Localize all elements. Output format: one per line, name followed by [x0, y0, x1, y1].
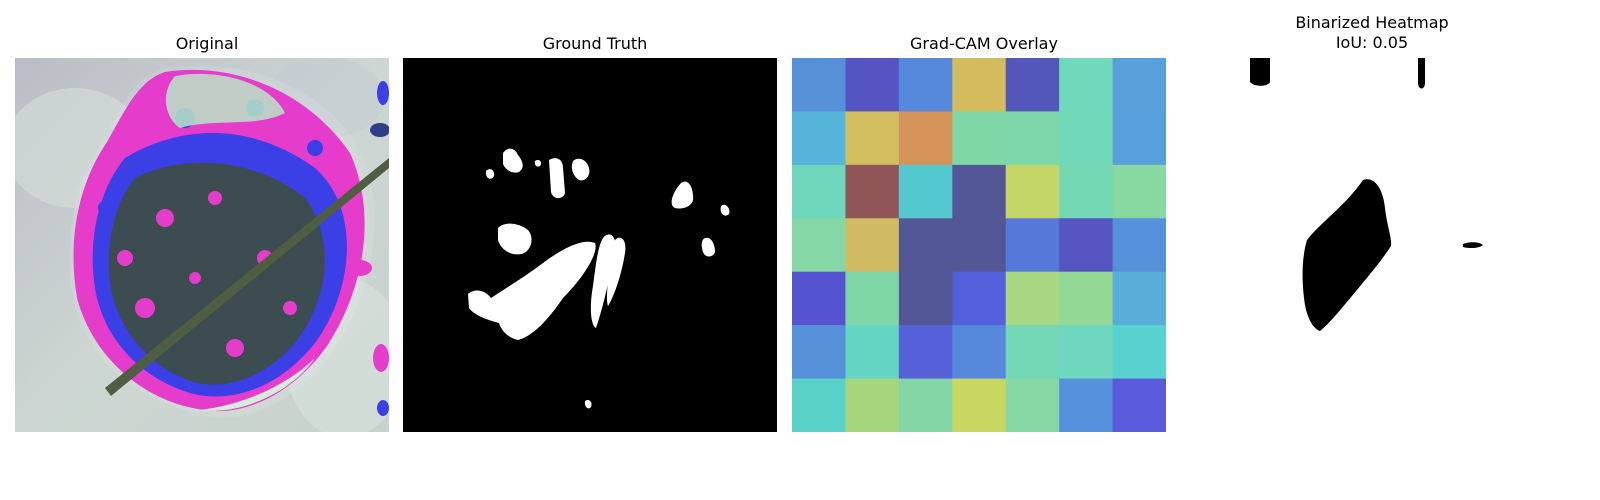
gradcam-cell — [952, 271, 1007, 326]
gradcam-cell — [1059, 378, 1114, 432]
gradcam-cell — [898, 58, 953, 112]
ground-truth-mask — [403, 58, 777, 432]
gradcam-cell — [845, 218, 900, 273]
gradcam-cell — [898, 164, 953, 219]
gradcam-cell — [1005, 271, 1060, 326]
gradcam-cell — [1005, 111, 1060, 166]
gradcam-cell — [792, 111, 846, 166]
gradcam-cell — [792, 325, 846, 380]
gradcam-cell — [952, 111, 1007, 166]
gradcam-cell — [952, 325, 1007, 380]
gradcam-cell — [1112, 378, 1166, 432]
ground-truth-title: Ground Truth — [542, 34, 648, 53]
gradcam-cell — [1005, 164, 1060, 219]
gradcam-cell — [1112, 164, 1166, 219]
gradcam-cell — [1059, 58, 1114, 112]
gradcam-cell — [898, 218, 953, 273]
gradcam-cell — [845, 325, 900, 380]
gradcam-cell — [845, 58, 900, 112]
gradcam-cell — [792, 271, 846, 326]
original-leaf-image — [15, 58, 389, 432]
gradcam-cell — [1059, 164, 1114, 219]
gradcam-cell — [1059, 111, 1114, 166]
gradcam-cell — [845, 271, 900, 326]
gradcam-title: Grad-CAM Overlay — [910, 34, 1058, 53]
gradcam-cell — [1005, 378, 1060, 432]
gradcam-cell — [792, 378, 846, 432]
gradcam-cell — [845, 111, 900, 166]
gradcam-cell — [1112, 271, 1166, 326]
binarized-title: Binarized Heatmap IoU: 0.05 — [1295, 13, 1449, 52]
gradcam-cell — [1005, 218, 1060, 273]
gradcam-cell — [845, 378, 900, 432]
gradcam-cell — [792, 218, 846, 273]
gradcam-cell — [792, 164, 846, 219]
gradcam-cell — [1059, 218, 1114, 273]
gradcam-cell — [898, 271, 953, 326]
gradcam-cell — [845, 164, 900, 219]
gradcam-cell — [1005, 58, 1060, 112]
gradcam-cell — [898, 378, 953, 432]
binarized-heatmap — [1180, 58, 1554, 432]
gradcam-cell — [1059, 271, 1114, 326]
gradcam-cell — [1112, 218, 1166, 273]
gradcam-cell — [952, 378, 1007, 432]
gradcam-cell — [1112, 111, 1166, 166]
gradcam-cell — [1112, 325, 1166, 380]
gradcam-cell — [952, 58, 1007, 112]
gradcam-cell — [898, 325, 953, 380]
gradcam-cell — [1059, 325, 1114, 380]
gradcam-cell — [792, 58, 846, 112]
gradcam-cell — [898, 111, 953, 166]
gradcam-cell — [1112, 58, 1166, 112]
gradcam-cell — [952, 164, 1007, 219]
gradcam-cell — [952, 218, 1007, 273]
original-title: Original — [175, 34, 239, 53]
gradcam-cell — [1005, 325, 1060, 380]
gradcam-overlay-grid — [792, 58, 1166, 432]
